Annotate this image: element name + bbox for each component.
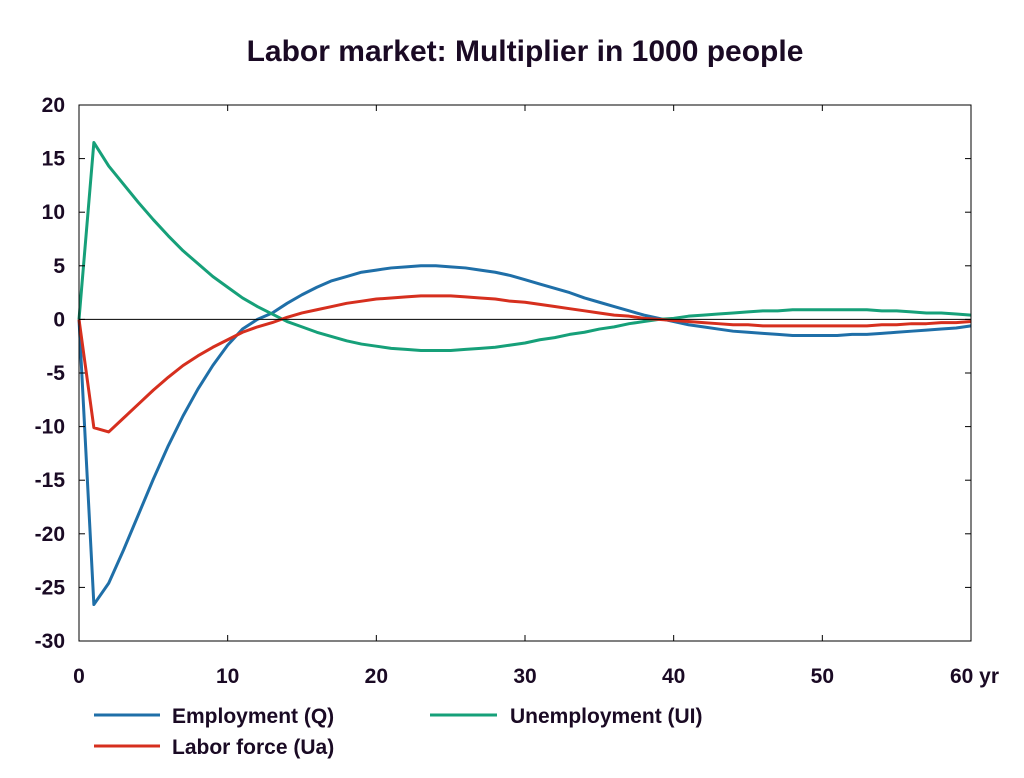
chart-title: Labor market: Multiplier in 1000 people [247,35,804,68]
series-line-employment-q [77,264,972,607]
x-tick-label: 40 [662,665,685,688]
y-tick-label: 20 [42,94,65,117]
legend-item: Labor force (Ua) [94,736,334,759]
x-tick-label: 30 [513,665,536,688]
y-tick-label: -10 [35,416,65,439]
x-tick-label: 10 [216,665,239,688]
legend-item: Employment (Q) [94,705,334,728]
x-tick-label: 0 [73,665,85,688]
y-tick-label: 10 [42,201,65,224]
y-tick-label: -5 [46,362,65,385]
y-tick-label: 5 [53,255,65,278]
plot-area [77,141,972,607]
series-line-unemployment-ui [77,141,972,352]
legend: Employment (Q) Unemployment (UI) Labor for… [94,705,703,759]
series-line-labor-force-ua [77,294,972,434]
legend-label: Unemployment (UI) [510,705,703,728]
plot-frame [78,104,972,642]
y-tick-label: -30 [35,630,65,653]
legend-label: Employment (Q) [172,705,334,728]
legend-item: Unemployment (UI) [430,705,703,728]
x-tick-label: 50 [811,665,834,688]
x-tick-label: 20 [365,665,388,688]
x-tick-label: 60 yr [950,665,999,688]
y-tick-label: 0 [53,308,65,331]
legend-label: Labor force (Ua) [172,736,334,759]
y-tick-label: -20 [35,523,65,546]
y-tick-label: -15 [35,469,66,492]
y-tick-label: -25 [35,576,66,599]
y-tick-label: 15 [42,148,66,171]
